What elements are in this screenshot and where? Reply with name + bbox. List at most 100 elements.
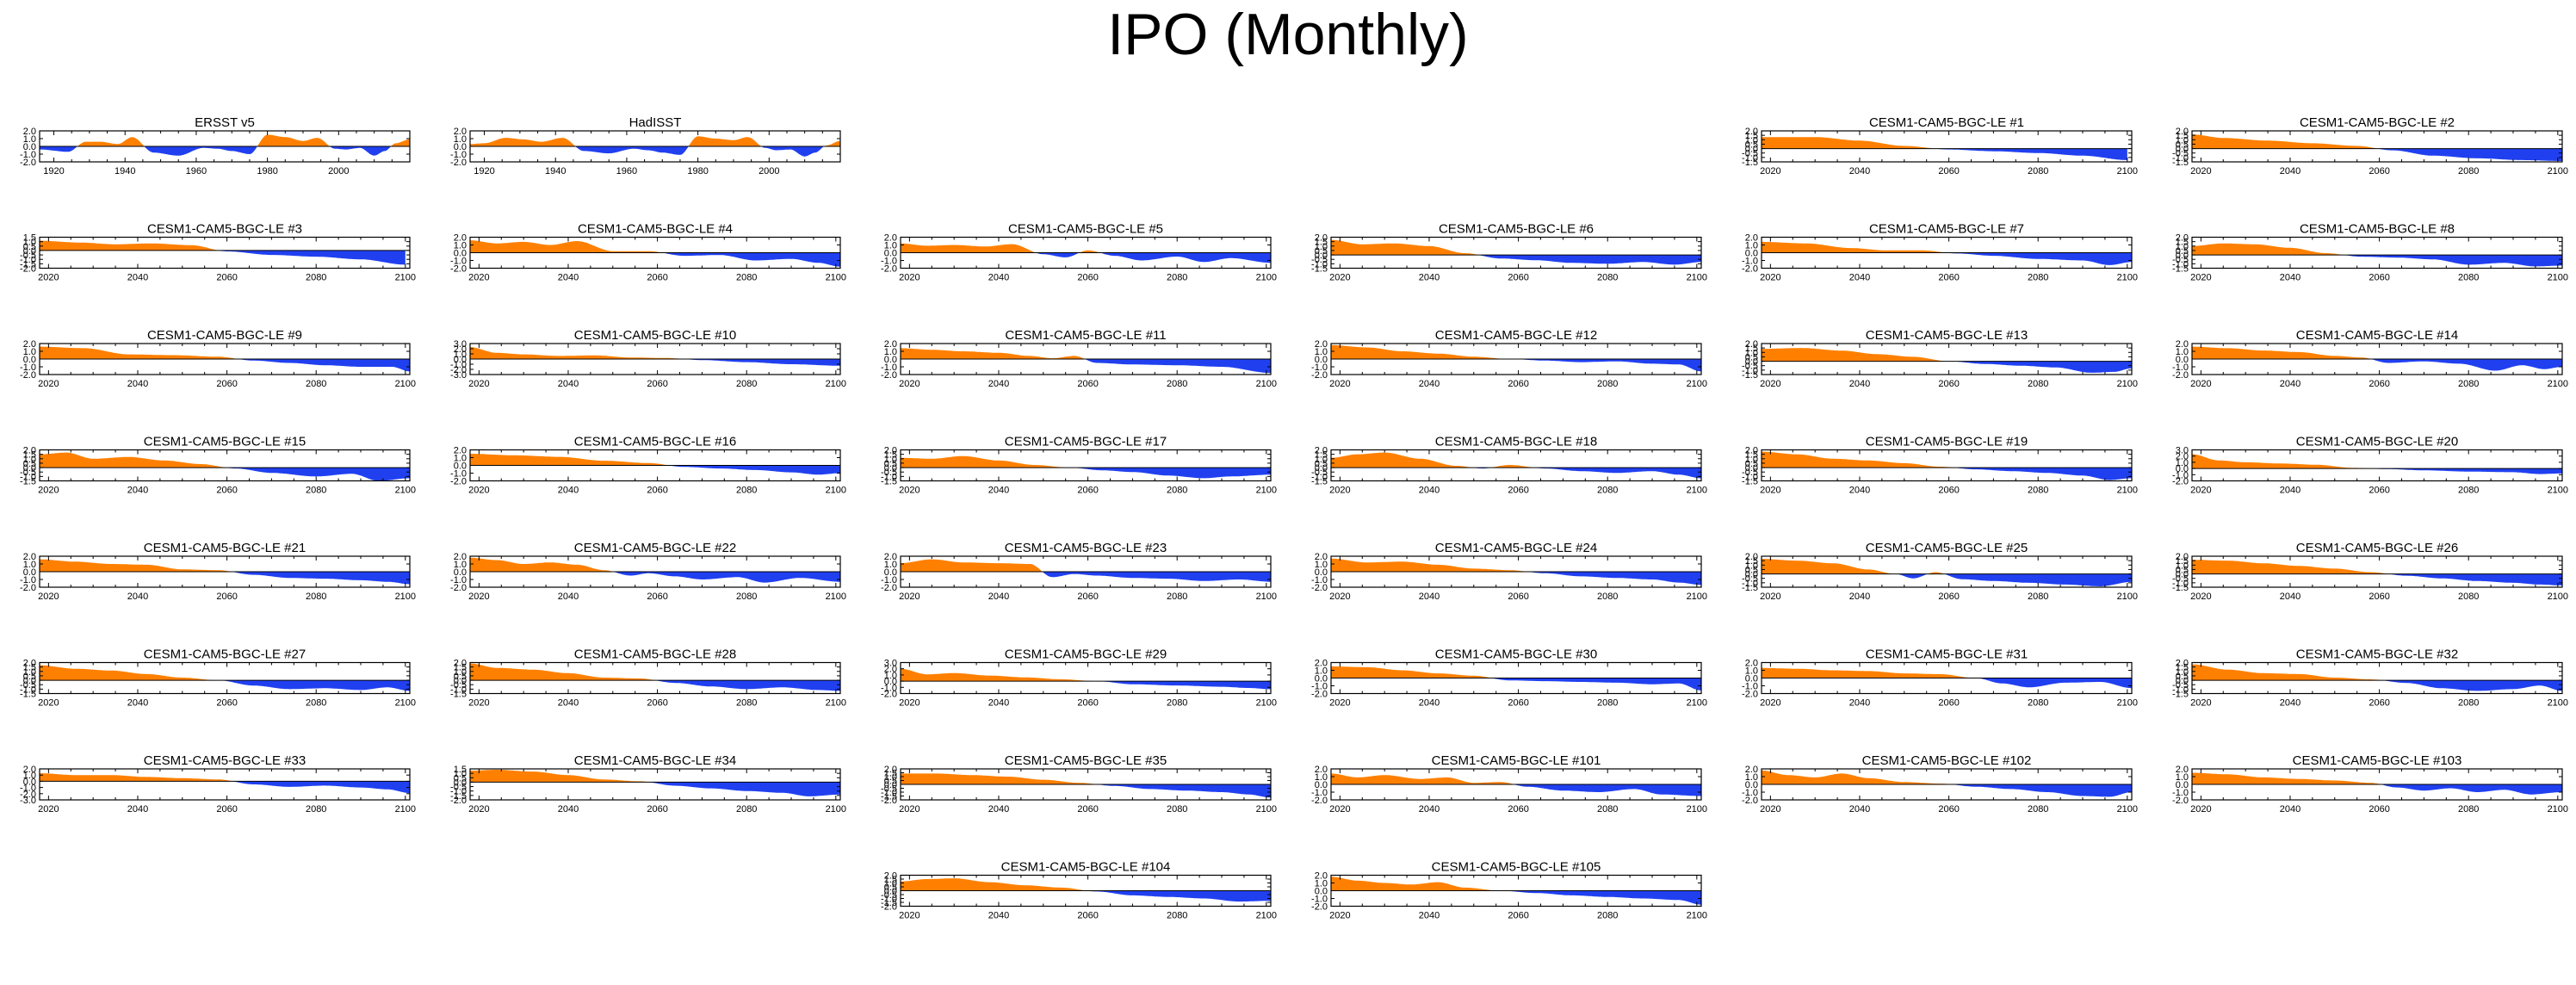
x-tick-label: 2100 — [395, 698, 416, 709]
x-tick-label: 2040 — [1419, 698, 1440, 709]
x-tick-label: 2100 — [1256, 911, 1277, 921]
y-tick-label: -1.5 — [2172, 583, 2189, 593]
y-tick-label: -1.0 — [1742, 153, 1758, 164]
panel-35: CESM1-CAM5-BGC-LE #33 2020 2040 2060 2080 210… — [20, 753, 416, 815]
y-tick-label: 2.0 — [884, 339, 897, 350]
x-tick-label: 2020 — [1760, 698, 1780, 709]
x-tick-label: 2080 — [1597, 273, 1618, 283]
x-tick-label: 2100 — [826, 698, 846, 709]
panel-title: CESM1-CAM5-BGC-LE #27 — [144, 647, 306, 662]
x-tick-label: 2100 — [2548, 804, 2568, 815]
y-tick-label: 1.0 — [23, 347, 36, 357]
y-tick-label: -2.0 — [20, 583, 36, 593]
y-tick-label: -1.5 — [881, 792, 897, 802]
y-tick-label: -1.0 — [881, 683, 897, 693]
y-tick-label: -0.5 — [2172, 574, 2189, 585]
y-tick-label: -2.0 — [881, 264, 897, 275]
panel-frame — [900, 449, 1272, 482]
series-area-group — [40, 773, 410, 794]
x-tick-label: 2040 — [1849, 592, 1870, 602]
x-tick-label: 2020 — [1329, 698, 1350, 709]
negative-area — [1331, 678, 1701, 691]
series-area-group — [901, 348, 1271, 374]
series-area-group — [2192, 243, 2562, 267]
y-tick-label: -0.5 — [881, 468, 897, 478]
x-tick-label: 2020 — [899, 698, 920, 709]
y-tick-label: 0.0 — [1315, 355, 1328, 365]
y-tick-label: 0.0 — [1745, 249, 1758, 259]
series-area-group — [40, 346, 410, 372]
y-tick-label: 0.0 — [2176, 780, 2189, 790]
panel-title: CESM1-CAM5-BGC-LE #103 — [2293, 753, 2462, 768]
y-tick-label: -0.5 — [1311, 255, 1328, 265]
x-tick-label: 2040 — [2280, 698, 2300, 709]
series-area-group — [470, 347, 840, 366]
x-tick-label: 2040 — [127, 804, 148, 815]
panel-17: CESM1-CAM5-BGC-LE #15 2020 2040 2060 2080 210… — [20, 435, 416, 496]
y-tick-label: -2.0 — [450, 158, 467, 168]
y-tick-label: 2.0 — [1745, 765, 1758, 775]
x-tick-label: 2100 — [2548, 273, 2568, 283]
positive-area — [1331, 558, 1701, 572]
x-tick-label: 2020 — [468, 486, 489, 496]
series-area-group — [470, 136, 840, 157]
panel-title: CESM1-CAM5-BGC-LE #21 — [144, 541, 306, 555]
panel-title: CESM1-CAM5-BGC-LE #23 — [1005, 541, 1167, 555]
y-tick-label: -0.5 — [20, 680, 36, 691]
panel-title: CESM1-CAM5-BGC-LE #28 — [574, 647, 736, 662]
negative-area — [470, 680, 840, 691]
y-tick-label: 1.5 — [2176, 238, 2189, 248]
panel-4: CESM1-CAM5-BGC-LE #2 2020 2040 2060 2080 2100… — [2172, 115, 2568, 177]
x-tick-label: 1940 — [545, 166, 566, 177]
y-tick-label: -1.0 — [2172, 362, 2189, 373]
x-tick-label: 2060 — [1508, 698, 1528, 709]
x-tick-label: 2080 — [736, 486, 757, 496]
positive-area — [901, 668, 1271, 682]
y-tick-label: -1.0 — [1742, 788, 1758, 798]
y-tick-label: 2.0 — [1315, 339, 1328, 350]
x-tick-label: 2080 — [1597, 698, 1618, 709]
y-tick-label: 2.0 — [1745, 446, 1758, 456]
x-tick-label: 2100 — [826, 804, 846, 815]
y-tick-label: 1.0 — [23, 455, 36, 465]
y-tick-label: 1.0 — [1745, 135, 1758, 146]
negative-area — [901, 784, 1271, 798]
x-tick-label: 2020 — [2190, 592, 2211, 602]
y-tick-label: 0.0 — [23, 246, 36, 257]
y-tick-label: -2.0 — [1311, 370, 1328, 381]
negative-area — [218, 250, 406, 265]
x-tick-label: 2040 — [2280, 486, 2300, 496]
y-tick-label: 1.5 — [1315, 238, 1328, 248]
panel-title: CESM1-CAM5-BGC-LE #32 — [2296, 647, 2458, 662]
panel-title: CESM1-CAM5-BGC-LE #13 — [1866, 328, 2028, 343]
y-tick-label: -1.0 — [1311, 472, 1328, 482]
panel-title: CESM1-CAM5-BGC-LE #15 — [144, 435, 306, 449]
panel-title: CESM1-CAM5-BGC-LE #4 — [578, 222, 733, 237]
panel-28: CESM1-CAM5-BGC-LE #26 2020 2040 2060 2080 210… — [2172, 541, 2568, 602]
x-tick-label: 2080 — [1167, 592, 1187, 602]
x-tick-label: 2060 — [1508, 592, 1528, 602]
positive-area — [901, 455, 1068, 468]
x-tick-label: 2100 — [826, 273, 846, 283]
x-tick-label: 2080 — [2028, 804, 2048, 815]
panel-23: CESM1-CAM5-BGC-LE #21 2020 2040 2060 2080 210… — [20, 541, 416, 602]
x-tick-label: 2080 — [736, 698, 757, 709]
x-tick-label: 2040 — [2280, 379, 2300, 389]
panel-title: CESM1-CAM5-BGC-LE #8 — [2300, 222, 2455, 237]
y-tick-label: 0.5 — [23, 242, 36, 252]
x-tick-label: 2100 — [2117, 379, 2138, 389]
y-tick-label: -0.5 — [450, 783, 467, 793]
panel-frame — [39, 236, 411, 269]
x-tick-label: 2080 — [736, 273, 757, 283]
y-tick-label: 1.0 — [1315, 666, 1328, 677]
x-tick-label: 2100 — [2548, 166, 2568, 177]
y-tick-label: 1.5 — [884, 875, 897, 885]
panel-1: ERSST v5 1920 1940 1960 1980 2000 2.01.00.0-1.… — [20, 115, 411, 177]
negative-area — [1331, 572, 1701, 585]
series-area-group — [1762, 770, 2132, 797]
y-tick-label: 0.0 — [884, 249, 897, 259]
y-tick-label: 0.0 — [1315, 567, 1328, 578]
positive-area — [40, 134, 410, 146]
panel-42: CESM1-CAM5-BGC-LE #105 2020 2040 2060 2080 21… — [1311, 860, 1707, 921]
y-tick-label: -2.0 — [2172, 370, 2189, 381]
